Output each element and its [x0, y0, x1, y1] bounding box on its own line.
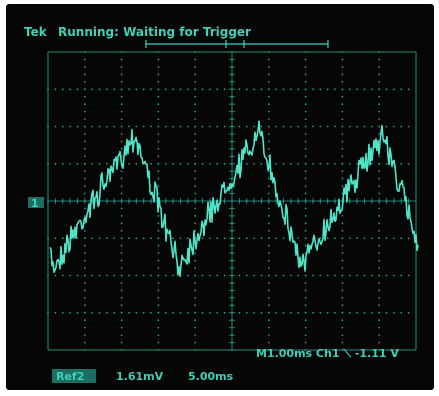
- ref-volts-readout: 1.61mV: [116, 370, 164, 383]
- scope-brand: Tek: [24, 25, 48, 39]
- oscilloscope-screen: Tek Running: Waiting for Trigger 1 M1.00…: [6, 4, 434, 390]
- scope-status: Running: Waiting for Trigger: [58, 25, 251, 39]
- record-bracket: [145, 40, 329, 48]
- waveform-trace: [49, 120, 419, 278]
- graticule: [47, 51, 417, 351]
- oscilloscope-display: Tek Running: Waiting for Trigger 1 M1.00…: [24, 25, 419, 383]
- channel-marker: 1: [28, 197, 44, 210]
- timebase-trigger-readout: M1.00ms Ch1 ⟍ -1.11 V: [256, 347, 399, 360]
- ref-time-readout: 5.00ms: [188, 370, 234, 383]
- ref-badge: [52, 369, 96, 383]
- ref-label: Ref2: [56, 370, 84, 383]
- svg-text:1: 1: [31, 197, 39, 210]
